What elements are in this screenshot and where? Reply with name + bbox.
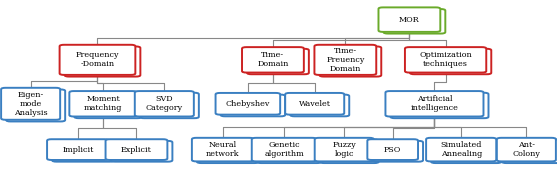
FancyBboxPatch shape: [75, 93, 141, 118]
FancyBboxPatch shape: [52, 141, 114, 162]
FancyBboxPatch shape: [405, 47, 486, 73]
FancyBboxPatch shape: [70, 91, 137, 117]
Text: Ant-
Colony: Ant- Colony: [512, 141, 540, 158]
FancyBboxPatch shape: [290, 95, 349, 116]
FancyBboxPatch shape: [111, 141, 173, 162]
FancyBboxPatch shape: [140, 93, 199, 118]
Text: Fuzzy
logic: Fuzzy logic: [333, 141, 356, 158]
Text: Optimization
techniques: Optimization techniques: [419, 51, 472, 68]
FancyBboxPatch shape: [65, 46, 140, 77]
Text: Moment
matching: Moment matching: [84, 95, 122, 112]
Text: MOR: MOR: [399, 16, 420, 24]
FancyBboxPatch shape: [257, 140, 321, 163]
FancyBboxPatch shape: [221, 95, 285, 116]
FancyBboxPatch shape: [383, 9, 446, 34]
FancyBboxPatch shape: [135, 91, 194, 117]
FancyBboxPatch shape: [426, 138, 496, 161]
Text: Frequency
-Domain: Frequency -Domain: [76, 51, 119, 68]
FancyBboxPatch shape: [502, 140, 557, 163]
FancyBboxPatch shape: [314, 45, 377, 75]
FancyBboxPatch shape: [60, 45, 135, 75]
FancyBboxPatch shape: [47, 139, 109, 160]
FancyBboxPatch shape: [372, 141, 423, 162]
FancyBboxPatch shape: [285, 93, 344, 115]
Text: Chebyshev: Chebyshev: [226, 100, 270, 108]
FancyBboxPatch shape: [385, 91, 483, 117]
Text: Wavelet: Wavelet: [299, 100, 331, 108]
FancyBboxPatch shape: [242, 47, 304, 73]
Text: SVD
Category: SVD Category: [146, 95, 183, 112]
FancyBboxPatch shape: [247, 49, 309, 74]
FancyBboxPatch shape: [431, 140, 501, 163]
FancyBboxPatch shape: [320, 140, 379, 163]
Text: Eigen-
mode
Analysis: Eigen- mode Analysis: [14, 91, 47, 117]
FancyBboxPatch shape: [390, 93, 488, 118]
FancyBboxPatch shape: [252, 138, 316, 161]
FancyBboxPatch shape: [216, 93, 280, 115]
FancyBboxPatch shape: [410, 49, 491, 74]
FancyBboxPatch shape: [192, 138, 254, 161]
Text: Genetic
algorithm: Genetic algorithm: [264, 141, 304, 158]
FancyBboxPatch shape: [6, 90, 65, 122]
Text: Implicit: Implicit: [62, 146, 94, 154]
Text: Explicit: Explicit: [121, 146, 152, 154]
Text: Time-
Freuency
Domain: Time- Freuency Domain: [326, 47, 364, 73]
FancyBboxPatch shape: [379, 7, 440, 32]
Text: Artificial
intelligence: Artificial intelligence: [411, 95, 458, 112]
FancyBboxPatch shape: [320, 46, 381, 77]
FancyBboxPatch shape: [497, 138, 556, 161]
Text: PSO: PSO: [384, 146, 402, 154]
FancyBboxPatch shape: [1, 88, 60, 120]
Text: Simulated
Annealing: Simulated Annealing: [441, 141, 482, 158]
FancyBboxPatch shape: [106, 139, 167, 160]
FancyBboxPatch shape: [368, 139, 418, 160]
Text: Time-
Domain: Time- Domain: [257, 51, 289, 68]
FancyBboxPatch shape: [315, 138, 374, 161]
FancyBboxPatch shape: [197, 140, 258, 163]
Text: Neural
network: Neural network: [206, 141, 240, 158]
